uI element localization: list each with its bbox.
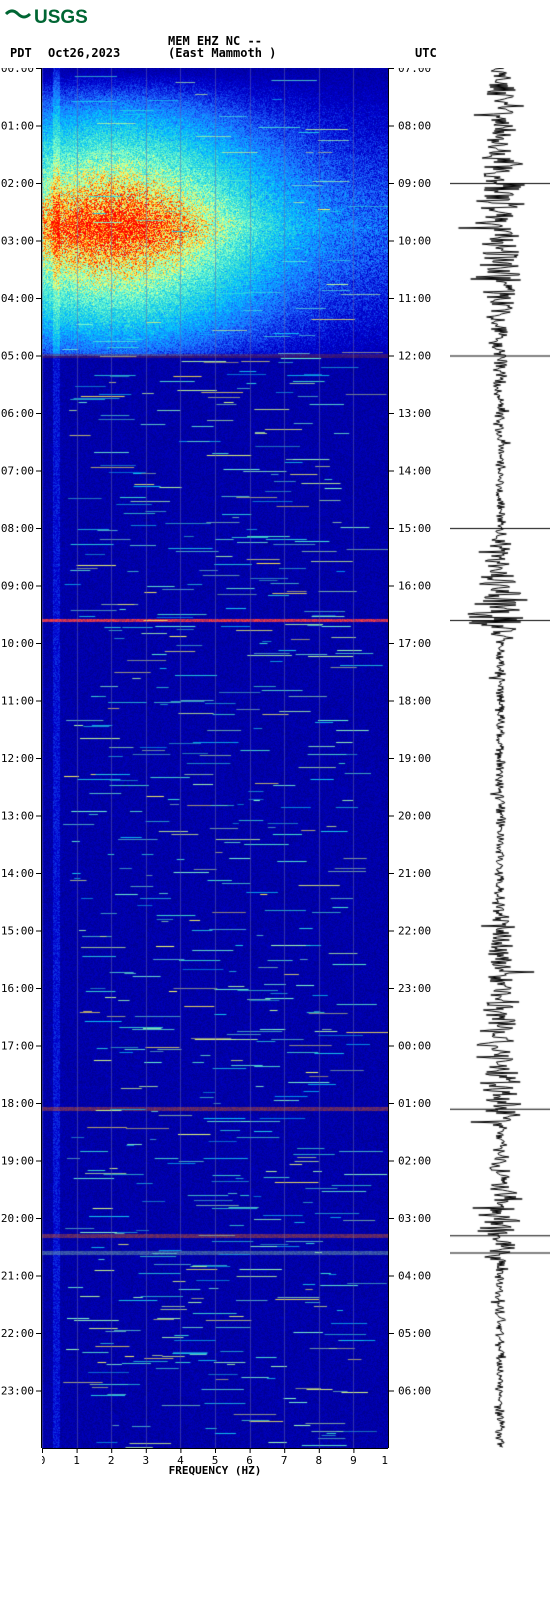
svg-text:18:00: 18:00	[1, 1097, 34, 1110]
pdt-label: PDT	[10, 46, 32, 60]
plot-area: 00:0001:0002:0003:0004:0005:0006:0007:00…	[0, 68, 552, 1478]
svg-text:22:00: 22:00	[1, 1327, 34, 1340]
svg-text:17:00: 17:00	[398, 637, 431, 650]
date-label: Oct26,2023	[48, 46, 120, 60]
svg-text:16:00: 16:00	[398, 580, 431, 593]
svg-text:09:00: 09:00	[398, 177, 431, 190]
svg-text:04:00: 04:00	[1, 292, 34, 305]
svg-text:19:00: 19:00	[398, 752, 431, 765]
location-label: (East Mammoth )	[168, 46, 276, 60]
svg-text:21:00: 21:00	[398, 867, 431, 880]
svg-text:07:00: 07:00	[1, 465, 34, 478]
right-axis: 07:00 08:00 09:00 10:00 11:00 12:00 13:00 14:00…	[388, 68, 448, 1468]
usgs-logo: USGS	[0, 0, 552, 28]
svg-text:15:00: 15:00	[398, 522, 431, 535]
svg-text:22:00: 22:00	[398, 925, 431, 938]
svg-text:12:00: 12:00	[1, 752, 34, 765]
spectrogram-canvas	[42, 68, 388, 1448]
svg-text:03:00: 03:00	[1, 235, 34, 248]
svg-text:05:00: 05:00	[1, 350, 34, 363]
svg-text:02:00: 02:00	[398, 1155, 431, 1168]
plot-header: PDT Oct26,2023 MEM EHZ NC -- (East Mammo…	[0, 28, 552, 68]
svg-text:07:00: 07:00	[398, 68, 431, 75]
svg-text:11:00: 11:00	[398, 292, 431, 305]
svg-text:16:00: 16:00	[1, 982, 34, 995]
x-axis-label: FREQUENCY (HZ)	[42, 1464, 388, 1477]
svg-text:14:00: 14:00	[398, 465, 431, 478]
svg-text:19:00: 19:00	[1, 1155, 34, 1168]
utc-label: UTC	[415, 46, 437, 60]
svg-text:09:00: 09:00	[1, 580, 34, 593]
svg-text:03:00: 03:00	[398, 1212, 431, 1225]
svg-text:01:00: 01:00	[398, 1097, 431, 1110]
svg-text:08:00: 08:00	[398, 120, 431, 133]
svg-text:01:00: 01:00	[1, 120, 34, 133]
left-axis: 00:00 01:00 02:00 03:00 04:00 05:00 06:00 07:00…	[0, 68, 42, 1468]
svg-text:20:00: 20:00	[398, 810, 431, 823]
svg-text:20:00: 20:00	[1, 1212, 34, 1225]
svg-text:17:00: 17:00	[1, 1040, 34, 1053]
svg-text:10:00: 10:00	[1, 637, 34, 650]
svg-text:11:00: 11:00	[1, 695, 34, 708]
svg-text:13:00: 13:00	[398, 407, 431, 420]
svg-text:13:00: 13:00	[1, 810, 34, 823]
svg-text:12:00: 12:00	[398, 350, 431, 363]
svg-text:06:00: 06:00	[398, 1385, 431, 1398]
svg-text:06:00: 06:00	[1, 407, 34, 420]
svg-text:USGS: USGS	[34, 7, 88, 28]
seismogram-canvas	[450, 68, 550, 1448]
svg-text:10:00: 10:00	[398, 235, 431, 248]
svg-text:14:00: 14:00	[1, 867, 34, 880]
svg-text:00:00: 00:00	[1, 68, 34, 75]
svg-text:21:00: 21:00	[1, 1270, 34, 1283]
svg-text:02:00: 02:00	[1, 177, 34, 190]
svg-text:18:00: 18:00	[398, 695, 431, 708]
svg-text:00:00: 00:00	[398, 1040, 431, 1053]
svg-text:15:00: 15:00	[1, 925, 34, 938]
svg-text:23:00: 23:00	[1, 1385, 34, 1398]
svg-text:04:00: 04:00	[398, 1270, 431, 1283]
svg-text:23:00: 23:00	[398, 982, 431, 995]
svg-text:05:00: 05:00	[398, 1327, 431, 1340]
svg-text:08:00: 08:00	[1, 522, 34, 535]
